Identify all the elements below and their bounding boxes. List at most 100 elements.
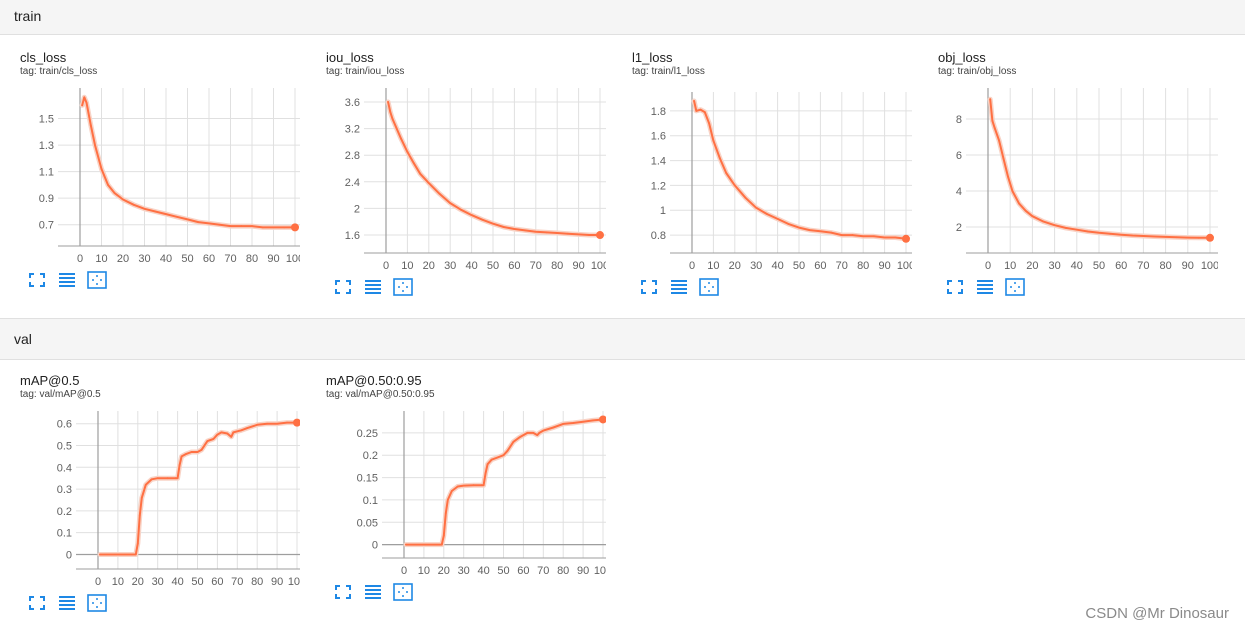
y-tick-label: 1.3 — [39, 140, 54, 152]
data-point — [693, 100, 696, 102]
data-point — [534, 230, 537, 233]
x-tick-label: 70 — [1137, 260, 1149, 272]
data-point — [1053, 224, 1056, 227]
data-point — [81, 104, 84, 107]
fullscreen-button[interactable] — [944, 277, 966, 297]
x-tick-label: 10 — [1004, 260, 1016, 272]
fullscreen-button[interactable] — [26, 593, 48, 613]
data-point — [107, 184, 109, 186]
section-header-val[interactable]: val — [0, 318, 1245, 360]
section-title-val: val — [14, 331, 32, 347]
data-point — [419, 172, 422, 175]
x-tick-label: 30 — [458, 565, 470, 577]
fit-domain-button[interactable] — [1004, 277, 1026, 297]
toggle-log-scale-button[interactable] — [56, 593, 78, 613]
chart-plot-iou[interactable]: 0 10 20 30 40 50 60 70 80 90 100 1.6 2 2.4 2.8 3.2 3.6 — [306, 50, 606, 280]
data-point — [588, 234, 591, 236]
fit-domain-button[interactable] — [392, 582, 414, 602]
x-tick-label: 20 — [438, 565, 450, 577]
data-point — [552, 426, 555, 429]
data-point — [542, 429, 545, 432]
x-tick-label: 30 — [444, 260, 456, 272]
toggle-log-scale-button[interactable] — [974, 277, 996, 297]
last-point-marker[interactable] — [599, 415, 606, 424]
y-tick-label: 0.1 — [363, 495, 378, 507]
data-point — [240, 225, 243, 227]
chart-plot-map50[interactable]: 0 10 20 30 40 50 60 70 80 90 100 0 0.1 0.2 0.3 0.4 0.5 0.… — [0, 373, 300, 603]
chart-title: mAP@0.50:0.95 — [326, 373, 422, 388]
fit-domain-button[interactable] — [86, 593, 108, 613]
last-point-marker[interactable] — [291, 223, 299, 232]
data-point — [513, 228, 516, 230]
last-point-marker[interactable] — [596, 231, 604, 240]
data-point — [136, 542, 139, 545]
fullscreen-icon — [947, 280, 963, 294]
data-point — [440, 543, 443, 546]
data-point — [412, 162, 415, 165]
x-tick-label: 80 — [857, 260, 869, 272]
toggle-log-scale-button[interactable] — [362, 582, 384, 602]
last-point-marker[interactable] — [902, 234, 910, 243]
y-tick-label: 3.2 — [345, 124, 360, 136]
fullscreen-button[interactable] — [638, 277, 660, 297]
data-point — [496, 456, 499, 459]
data-point — [840, 234, 843, 236]
data-point — [798, 226, 800, 229]
data-point — [819, 230, 822, 233]
data-point — [442, 534, 445, 537]
chart-plot-obj[interactable]: 0 10 20 30 40 50 60 70 80 90 100 2 4 6 8 — [918, 50, 1218, 280]
y-tick-label: 1 — [660, 205, 666, 217]
data-point — [1018, 202, 1020, 205]
toggle-log-scale-button[interactable] — [362, 277, 384, 297]
data-point — [143, 207, 146, 210]
data-point — [1031, 215, 1034, 218]
chart-plot-map5095[interactable]: 0 10 20 30 40 50 60 70 80 90 100 0 0.05 0.1 0.15 0.2 0.2… — [306, 373, 606, 603]
fullscreen-button[interactable] — [332, 277, 354, 297]
chart-plot-cls[interactable]: 0 10 20 30 40 50 60 70 80 90 100 0.7 0.9 1.1 1.3 1.5 — [0, 50, 300, 280]
y-tick-label: 1.2 — [651, 180, 666, 192]
data-point — [502, 454, 505, 457]
data-point — [712, 139, 715, 142]
data-point — [577, 233, 580, 236]
fullscreen-button[interactable] — [332, 582, 354, 602]
y-tick-label: 1.8 — [651, 106, 666, 118]
x-tick-label: 0 — [383, 260, 389, 272]
section-header-train[interactable]: train — [0, 0, 1245, 35]
x-tick-label: 20 — [423, 260, 435, 272]
last-point-marker[interactable] — [293, 418, 300, 427]
data-point — [538, 431, 541, 434]
data-point — [240, 429, 243, 432]
fit-domain-button[interactable] — [392, 277, 414, 297]
fit-domain-icon — [699, 278, 719, 296]
data-point — [1011, 190, 1014, 192]
data-point — [226, 432, 229, 435]
data-point — [100, 168, 103, 170]
x-tick-label: 60 — [1115, 260, 1127, 272]
x-tick-label: 80 — [246, 253, 258, 265]
toggle-log-scale-button[interactable] — [668, 277, 690, 297]
data-point — [1024, 209, 1027, 212]
toggle-log-scale-button[interactable] — [56, 270, 78, 290]
chart-plot-l1[interactable]: 0 10 20 30 40 50 60 70 80 90 100 0.8 1 1.2 1.4 1.6 1.8 — [612, 50, 912, 280]
data-point — [150, 478, 153, 481]
last-point-marker[interactable] — [1206, 233, 1214, 242]
data-point — [592, 419, 594, 422]
y-tick-label: 4 — [956, 186, 962, 198]
data-point — [230, 435, 233, 438]
series-raw-line — [403, 417, 606, 548]
fit-domain-button[interactable] — [86, 270, 108, 290]
fit-domain-button[interactable] — [698, 277, 720, 297]
data-point — [1087, 230, 1089, 233]
data-point — [196, 451, 199, 453]
data-point — [286, 421, 288, 424]
fit-domain-icon — [87, 271, 107, 289]
fullscreen-button[interactable] — [26, 270, 48, 290]
x-tick-label: 20 — [729, 260, 741, 272]
toggle-log-scale-icon — [365, 585, 381, 599]
x-tick-label: 70 — [231, 576, 243, 588]
data-point — [144, 483, 147, 486]
y-tick-label: 2 — [956, 222, 962, 234]
x-tick-label: 10 — [112, 576, 124, 588]
data-point — [140, 496, 143, 499]
data-point — [391, 117, 394, 120]
